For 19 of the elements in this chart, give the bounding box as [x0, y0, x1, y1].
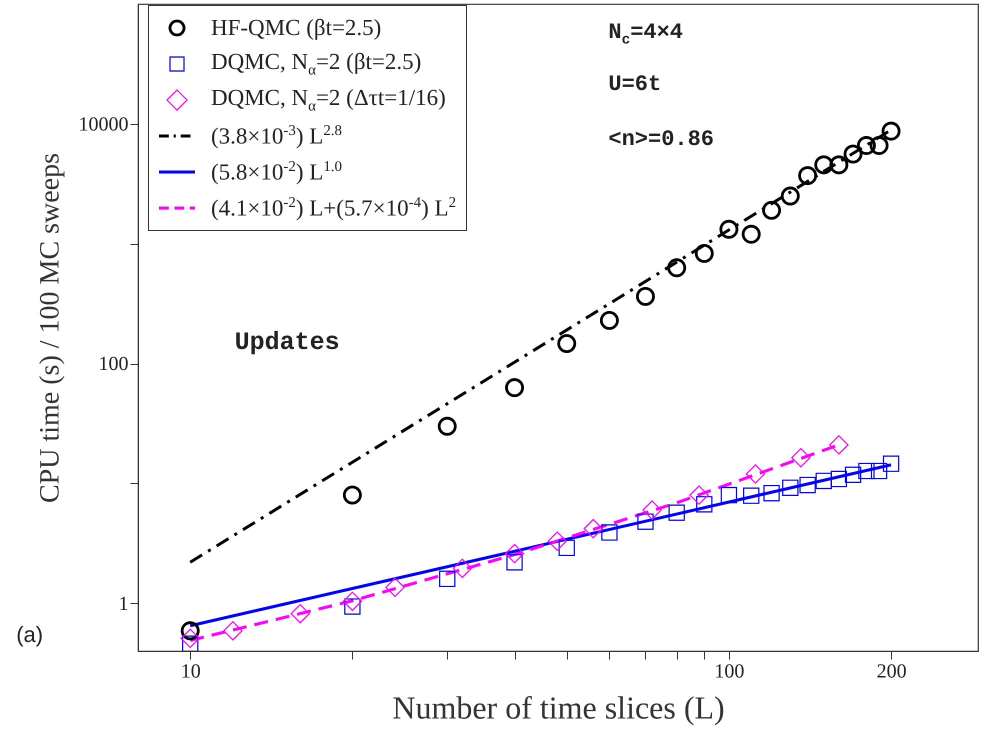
legend-label: (4.1×10$^{-2}$) L+(5.7×10$^{-4}$) L$^{2}$: [211, 194, 456, 222]
legend-label: HF-QMC (βt=2.5): [211, 15, 382, 41]
legend-label: (5.8×10$^{-2}$) L$^{1.0}$: [211, 158, 342, 186]
y-tick-label: 1: [118, 592, 128, 615]
text: (a): [16, 622, 44, 648]
annotation: N$_{c}$=4×4: [608, 20, 683, 49]
x-tick-label: 100: [714, 660, 744, 682]
y-axis-title: CPU time (s) / 100 MC sweeps: [34, 153, 66, 503]
legend-label: DQMC, N$_{α}$=2 (Δτt=1/16): [211, 84, 446, 116]
y-tick-label: 100: [98, 353, 128, 376]
y-tick-label: 10000: [78, 113, 128, 136]
legend-label: (3.8×10$^{-3}$) L$^{2.8}$: [211, 122, 342, 150]
x-axis-title: Number of time slices (L): [392, 690, 725, 726]
x-tick-label: 10: [180, 660, 201, 682]
annotation: <n>=0.86: [608, 126, 714, 152]
x-tick-label: 200: [876, 660, 907, 682]
annotation: U=6t: [608, 72, 662, 97]
legend-label: DQMC, N$_{α}$=2 (βt=2.5): [211, 48, 422, 80]
annotation: Updates: [234, 328, 340, 356]
